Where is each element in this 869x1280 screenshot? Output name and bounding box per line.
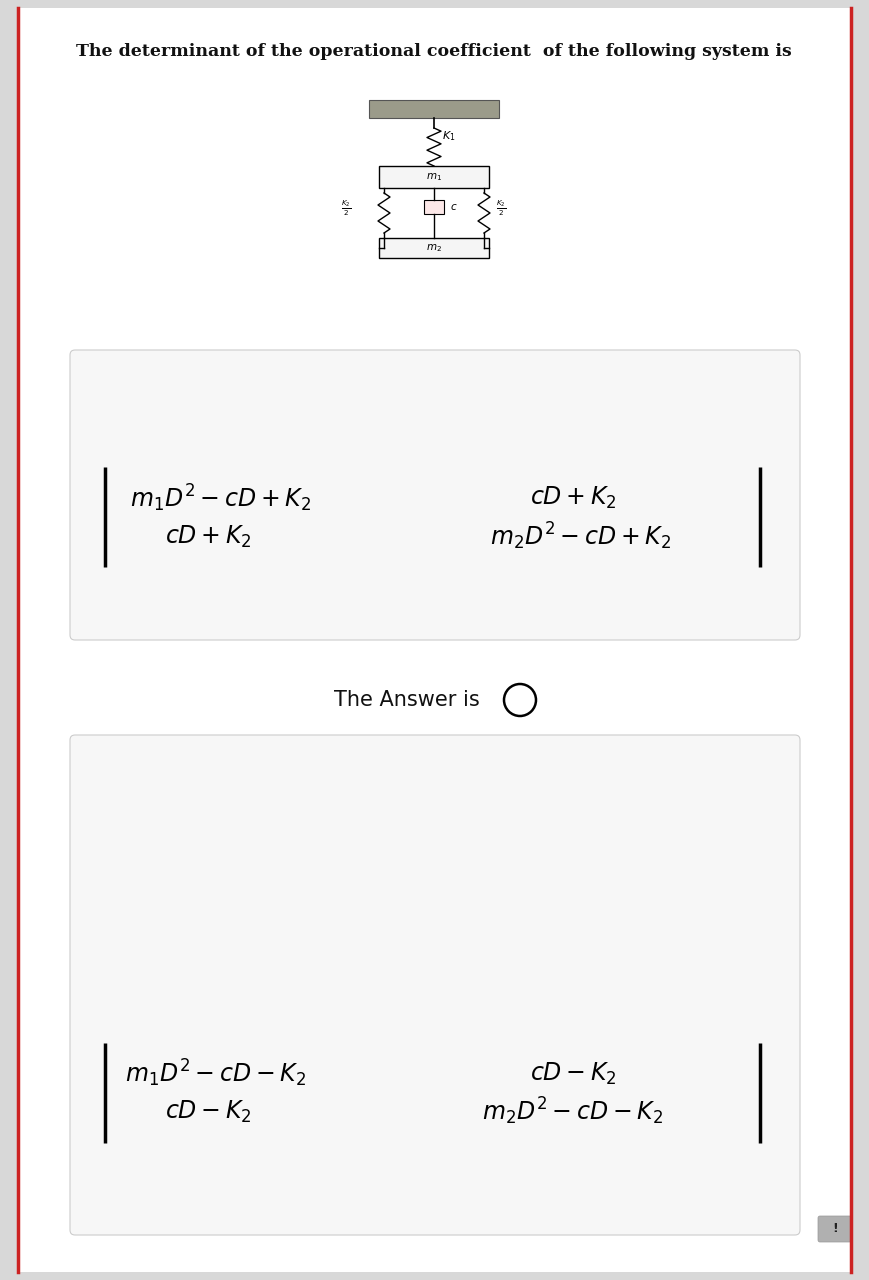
Text: The Answer is: The Answer is xyxy=(335,690,480,710)
Text: $m_1$: $m_1$ xyxy=(426,172,442,183)
FancyBboxPatch shape xyxy=(818,1216,852,1242)
Text: $cD + K_2$: $cD + K_2$ xyxy=(530,485,616,512)
Text: !: ! xyxy=(833,1222,838,1235)
Bar xyxy=(369,100,499,118)
Text: $m_1D^2 - cD + K_2$: $m_1D^2 - cD + K_2$ xyxy=(130,483,311,515)
Bar xyxy=(424,200,444,214)
Text: $c$: $c$ xyxy=(450,202,458,212)
Text: $\frac{K_2}{2}$: $\frac{K_2}{2}$ xyxy=(341,198,351,218)
FancyBboxPatch shape xyxy=(70,349,800,640)
Text: $cD + K_2$: $cD + K_2$ xyxy=(165,524,251,549)
Text: $m_2$: $m_2$ xyxy=(426,242,442,253)
Text: $cD - K_2$: $cD - K_2$ xyxy=(165,1098,251,1125)
Text: $\frac{K_2}{2}$: $\frac{K_2}{2}$ xyxy=(496,198,507,218)
Text: $m_2D^2 - cD + K_2$: $m_2D^2 - cD + K_2$ xyxy=(490,521,671,552)
Text: $m_2D^2 - cD - K_2$: $m_2D^2 - cD - K_2$ xyxy=(482,1096,663,1128)
Text: $K_1$: $K_1$ xyxy=(442,129,455,143)
Text: The determinant of the operational coefficient  of the following system is: The determinant of the operational coeff… xyxy=(76,44,792,60)
FancyBboxPatch shape xyxy=(70,735,800,1235)
Bar xyxy=(379,238,489,259)
Text: $m_1D^2 - cD - K_2$: $m_1D^2 - cD - K_2$ xyxy=(125,1059,306,1089)
Text: $cD - K_2$: $cD - K_2$ xyxy=(530,1061,616,1087)
Bar xyxy=(379,166,489,188)
